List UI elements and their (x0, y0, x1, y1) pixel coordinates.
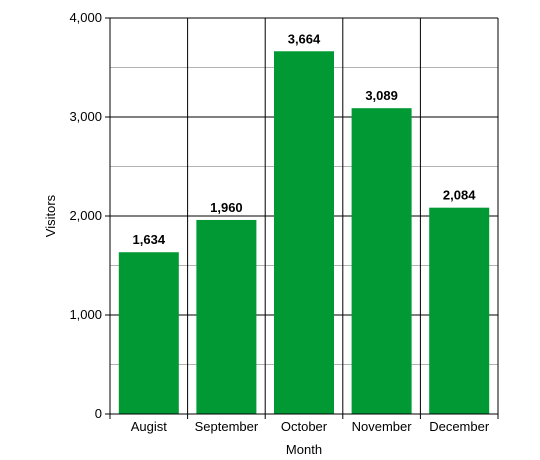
bar-september (196, 219, 257, 414)
x-tick-label: Augist (131, 419, 168, 434)
bar-october (274, 51, 334, 414)
y-axis-title: Visitors (43, 194, 58, 237)
bars (118, 51, 490, 415)
x-tick-label: October (281, 419, 328, 434)
x-axis-title: Month (286, 442, 322, 457)
data-label: 2,084 (443, 188, 476, 203)
x-tick-label: December (429, 419, 490, 434)
bar-augist (118, 252, 179, 414)
data-label: 3,664 (288, 31, 321, 46)
x-tick-label: September (195, 419, 259, 434)
y-tick-label: 4,000 (69, 10, 102, 25)
data-label: 1,634 (133, 232, 166, 247)
axes (105, 17, 499, 419)
data-labels: 1,634 1,960 3,664 3,089 2,084 (133, 31, 477, 247)
x-tick-label: November (352, 419, 413, 434)
bar-november (351, 108, 412, 415)
y-tick-label: 0 (95, 406, 102, 421)
y-tick-label: 1,000 (69, 307, 102, 322)
x-tick-labels: Augist September October November December (131, 419, 490, 434)
y-tick-labels: 0 1,000 2,000 3,000 4,000 (69, 10, 102, 421)
data-label: 3,089 (365, 88, 398, 103)
bar-december (429, 207, 490, 414)
y-tick-label: 3,000 (69, 109, 102, 124)
data-label: 1,960 (210, 200, 243, 215)
y-tick-label: 2,000 (69, 208, 102, 223)
